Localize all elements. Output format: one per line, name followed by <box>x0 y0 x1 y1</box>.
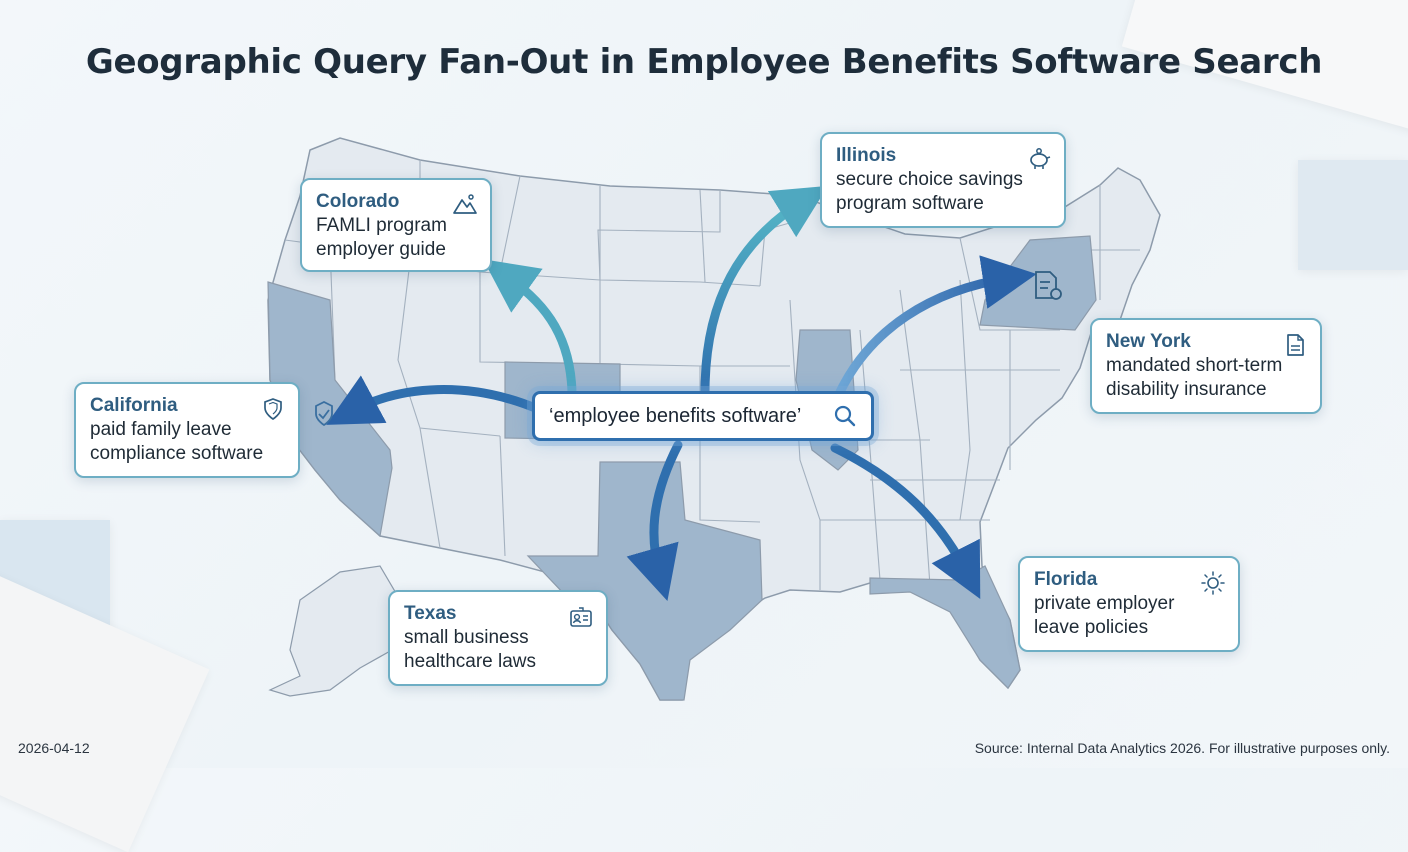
search-query-box[interactable]: ‘employee benefits software’ <box>532 391 874 441</box>
callout-state-label: California <box>90 395 178 416</box>
shield-icon <box>264 398 282 421</box>
callout-query-line: FAMLI program <box>316 215 447 236</box>
callout-query-line: leave policies <box>1034 617 1149 638</box>
callout-state-label: Texas <box>404 603 457 624</box>
sun-icon <box>1201 571 1225 595</box>
alaska-outline <box>268 565 401 697</box>
search-query-text: ‘employee benefits software’ <box>549 405 802 427</box>
callout-query-line: small business <box>404 627 529 648</box>
callout-query-line: compliance software <box>90 443 264 464</box>
arrow-to-colorado <box>483 259 577 397</box>
state-florida <box>869 565 1021 689</box>
new-york-map-document-icon <box>1035 271 1062 300</box>
callout-california: California paid family leave compliance … <box>74 382 300 478</box>
california-map-shield-icon <box>315 400 333 427</box>
callout-query-line: program software <box>836 193 984 214</box>
callout-texas: Texas small business healthcare laws <box>388 590 608 686</box>
arrow-to-texas <box>626 440 683 601</box>
mountain-icon <box>453 194 477 214</box>
callout-state-label: Florida <box>1034 569 1098 590</box>
callout-query-line: employer guide <box>316 239 446 260</box>
callout-query-line: disability insurance <box>1106 379 1267 400</box>
callout-florida: Florida private employer leave policies <box>1018 556 1240 652</box>
callout-illinois: Illinois secure choice savings program s… <box>820 132 1066 228</box>
callout-new-york: New York mandated short-term disability … <box>1090 318 1322 414</box>
arrow-to-illinois <box>700 185 828 397</box>
page-title: Geographic Query Fan-Out in Employee Ben… <box>85 42 1323 82</box>
arrow-to-new-york <box>835 255 1037 397</box>
piggy-bank-icon <box>1030 148 1051 169</box>
document-icon <box>1287 334 1304 356</box>
arrow-to-california <box>326 375 545 425</box>
footer-source: Source: Internal Data Analytics 2026. Fo… <box>974 740 1390 756</box>
arrow-to-florida <box>830 443 981 600</box>
search-icon[interactable] <box>833 404 857 428</box>
callout-state-label: New York <box>1106 331 1191 352</box>
callout-query-line: mandated short-term <box>1106 355 1283 376</box>
footer-date: 2026-04-12 <box>18 740 90 756</box>
callout-colorado: Colorado FAMLI program employer guide <box>300 178 492 272</box>
id-card-icon <box>570 607 592 627</box>
callout-state-label: Illinois <box>836 145 897 166</box>
callout-query-line: paid family leave <box>90 419 232 440</box>
callout-state-label: Colorado <box>316 191 400 212</box>
callout-query-line: secure choice savings <box>836 169 1023 190</box>
decorative-paper <box>1298 160 1408 270</box>
callout-query-line: private employer <box>1034 593 1175 614</box>
callout-query-line: healthcare laws <box>404 651 537 672</box>
